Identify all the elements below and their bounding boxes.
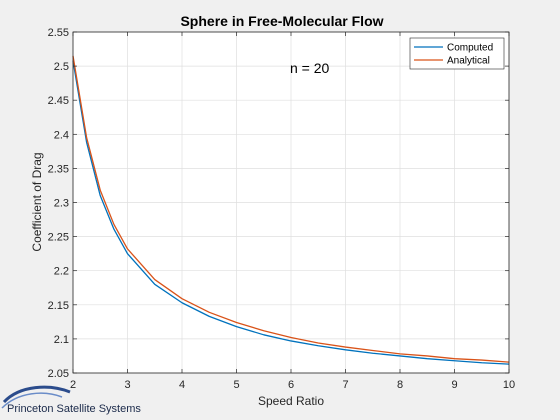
- company-logo: [1, 385, 71, 409]
- y-tick-label: 2.2: [54, 266, 69, 278]
- x-tick-label: 5: [233, 379, 239, 391]
- series-line-computed: [72, 60, 510, 365]
- y-tick-label: 2.25: [48, 232, 69, 244]
- y-tick-label: 2.1: [54, 334, 69, 346]
- y-tick-label: 2.5: [54, 61, 69, 73]
- x-tick-label: 7: [342, 379, 348, 391]
- legend-entry-analytical: Analytical: [447, 56, 490, 67]
- x-tick-label: 10: [503, 379, 515, 391]
- x-tick-label: 4: [179, 379, 185, 391]
- series-lines: [72, 55, 510, 365]
- x-tick-label: 2: [70, 379, 76, 391]
- logo-swoosh-accent-icon: [1, 392, 63, 409]
- legend: Computed Analytical: [409, 37, 505, 70]
- chart-title: Sphere in Free-Molecular Flow: [180, 13, 383, 29]
- annotation-n: n = 20: [290, 60, 330, 76]
- y-axis-label: Coefficient of Drag: [30, 152, 44, 251]
- x-tick-labels: 2 3 4 5 6 7 8 9 10: [70, 379, 515, 391]
- y-tick-label: 2.3: [54, 198, 69, 210]
- y-tick-label: 2.45: [48, 95, 69, 107]
- legend-box: [409, 37, 505, 70]
- x-tick-label: 6: [288, 379, 294, 391]
- x-tick-label: 8: [397, 379, 403, 391]
- x-tick-label: 9: [451, 379, 457, 391]
- series-line-analytical: [72, 55, 510, 363]
- legend-entry-computed: Computed: [447, 43, 493, 54]
- y-tick-label: 2.05: [48, 368, 69, 380]
- footer-brand: Princeton Satellite Systems: [7, 403, 141, 415]
- y-tick-label: 2.15: [48, 300, 69, 312]
- y-tick-labels: 2.05 2.1 2.15 2.2 2.25 2.3 2.35 2.4 2.45 2.5 2.55: [48, 27, 69, 380]
- x-tick-label: 3: [124, 379, 130, 391]
- x-axis-label: Speed Ratio: [258, 394, 324, 408]
- y-tick-label: 2.55: [48, 27, 69, 39]
- axis-ticks: [72, 31, 510, 374]
- logo-swoosh-icon: [2, 385, 71, 404]
- y-tick-label: 2.35: [48, 163, 69, 175]
- y-tick-label: 2.4: [54, 129, 69, 141]
